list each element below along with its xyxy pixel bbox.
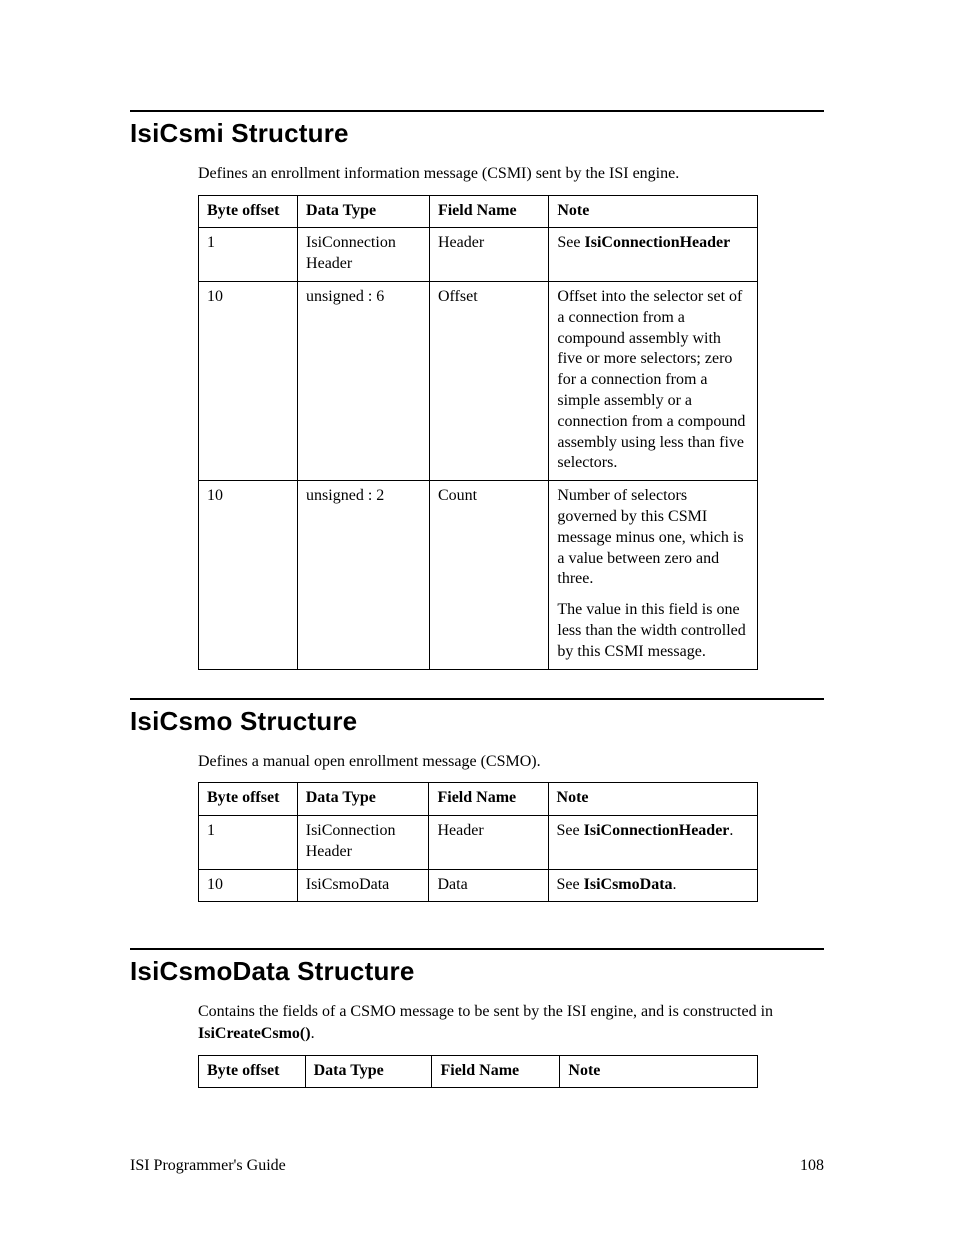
col-header-data-type: Data Type bbox=[298, 195, 430, 228]
section-body: Contains the fields of a CSMO message to… bbox=[198, 1001, 824, 1088]
section-rule bbox=[130, 948, 824, 950]
cell-field-name: Offset bbox=[429, 281, 548, 480]
cell-note: Number of selectors governed by this CSM… bbox=[549, 481, 758, 669]
cell-data-type: IsiCsmoData bbox=[297, 869, 429, 902]
section-desc: Contains the fields of a CSMO message to… bbox=[198, 1001, 824, 1044]
cell-byte-offset: 1 bbox=[199, 815, 298, 869]
table-row: 10 IsiCsmoData Data See IsiCsmoData. bbox=[199, 869, 758, 902]
cell-note: Offset into the selector set of a connec… bbox=[549, 281, 758, 480]
cell-field-name: Count bbox=[429, 481, 548, 669]
cell-byte-offset: 10 bbox=[199, 481, 298, 669]
cell-note: See IsiConnectionHeader. bbox=[548, 815, 757, 869]
cell-byte-offset: 10 bbox=[199, 869, 298, 902]
col-header-byte-offset: Byte offset bbox=[199, 195, 298, 228]
footer-left: ISI Programmer's Guide bbox=[130, 1157, 286, 1175]
section-body: Defines an enrollment information messag… bbox=[198, 163, 824, 670]
table-row: 10 unsigned : 6 Offset Offset into the s… bbox=[199, 281, 758, 480]
cell-byte-offset: 1 bbox=[199, 228, 298, 282]
section-heading: IsiCsmi Structure bbox=[130, 118, 824, 149]
section-rule bbox=[130, 698, 824, 700]
cell-field-name: Header bbox=[429, 815, 548, 869]
cell-data-type: IsiConnectionHeader bbox=[297, 815, 429, 869]
page: IsiCsmi Structure Defines an enrollment … bbox=[0, 0, 954, 1235]
table-row: 1 IsiConnectionHeader Header See IsiConn… bbox=[199, 228, 758, 282]
col-header-byte-offset: Byte offset bbox=[199, 783, 298, 816]
col-header-data-type: Data Type bbox=[305, 1055, 432, 1088]
struct-table: Byte offset Data Type Field Name Note 1 … bbox=[198, 195, 758, 670]
cell-note: See IsiCsmoData. bbox=[548, 869, 757, 902]
col-header-field-name: Field Name bbox=[429, 195, 548, 228]
page-footer: ISI Programmer's Guide 108 bbox=[130, 1157, 824, 1175]
cell-data-type: IsiConnectionHeader bbox=[298, 228, 430, 282]
table-header-row: Byte offset Data Type Field Name Note bbox=[199, 195, 758, 228]
section-heading: IsiCsmo Structure bbox=[130, 706, 824, 737]
table-row: 1 IsiConnectionHeader Header See IsiConn… bbox=[199, 815, 758, 869]
table-row: 10 unsigned : 2 Count Number of selector… bbox=[199, 481, 758, 669]
struct-table: Byte offset Data Type Field Name Note 1 … bbox=[198, 782, 758, 902]
section-desc: Defines an enrollment information messag… bbox=[198, 163, 824, 185]
col-header-byte-offset: Byte offset bbox=[199, 1055, 306, 1088]
cell-field-name: Header bbox=[429, 228, 548, 282]
struct-table: Byte offset Data Type Field Name Note bbox=[198, 1055, 758, 1089]
col-header-note: Note bbox=[560, 1055, 758, 1088]
cell-data-type: unsigned : 6 bbox=[298, 281, 430, 480]
spacer bbox=[130, 930, 824, 948]
col-header-note: Note bbox=[549, 195, 758, 228]
section-heading: IsiCsmoData Structure bbox=[130, 956, 824, 987]
col-header-field-name: Field Name bbox=[432, 1055, 560, 1088]
cell-field-name: Data bbox=[429, 869, 548, 902]
col-header-data-type: Data Type bbox=[297, 783, 429, 816]
footer-right: 108 bbox=[800, 1157, 824, 1175]
section-rule bbox=[130, 110, 824, 112]
col-header-field-name: Field Name bbox=[429, 783, 548, 816]
cell-byte-offset: 10 bbox=[199, 281, 298, 480]
section-body: Defines a manual open enrollment message… bbox=[198, 751, 824, 903]
section-desc: Defines a manual open enrollment message… bbox=[198, 751, 824, 773]
cell-data-type: unsigned : 2 bbox=[298, 481, 430, 669]
table-header-row: Byte offset Data Type Field Name Note bbox=[199, 783, 758, 816]
cell-note: See IsiConnectionHeader bbox=[549, 228, 758, 282]
col-header-note: Note bbox=[548, 783, 757, 816]
table-header-row: Byte offset Data Type Field Name Note bbox=[199, 1055, 758, 1088]
